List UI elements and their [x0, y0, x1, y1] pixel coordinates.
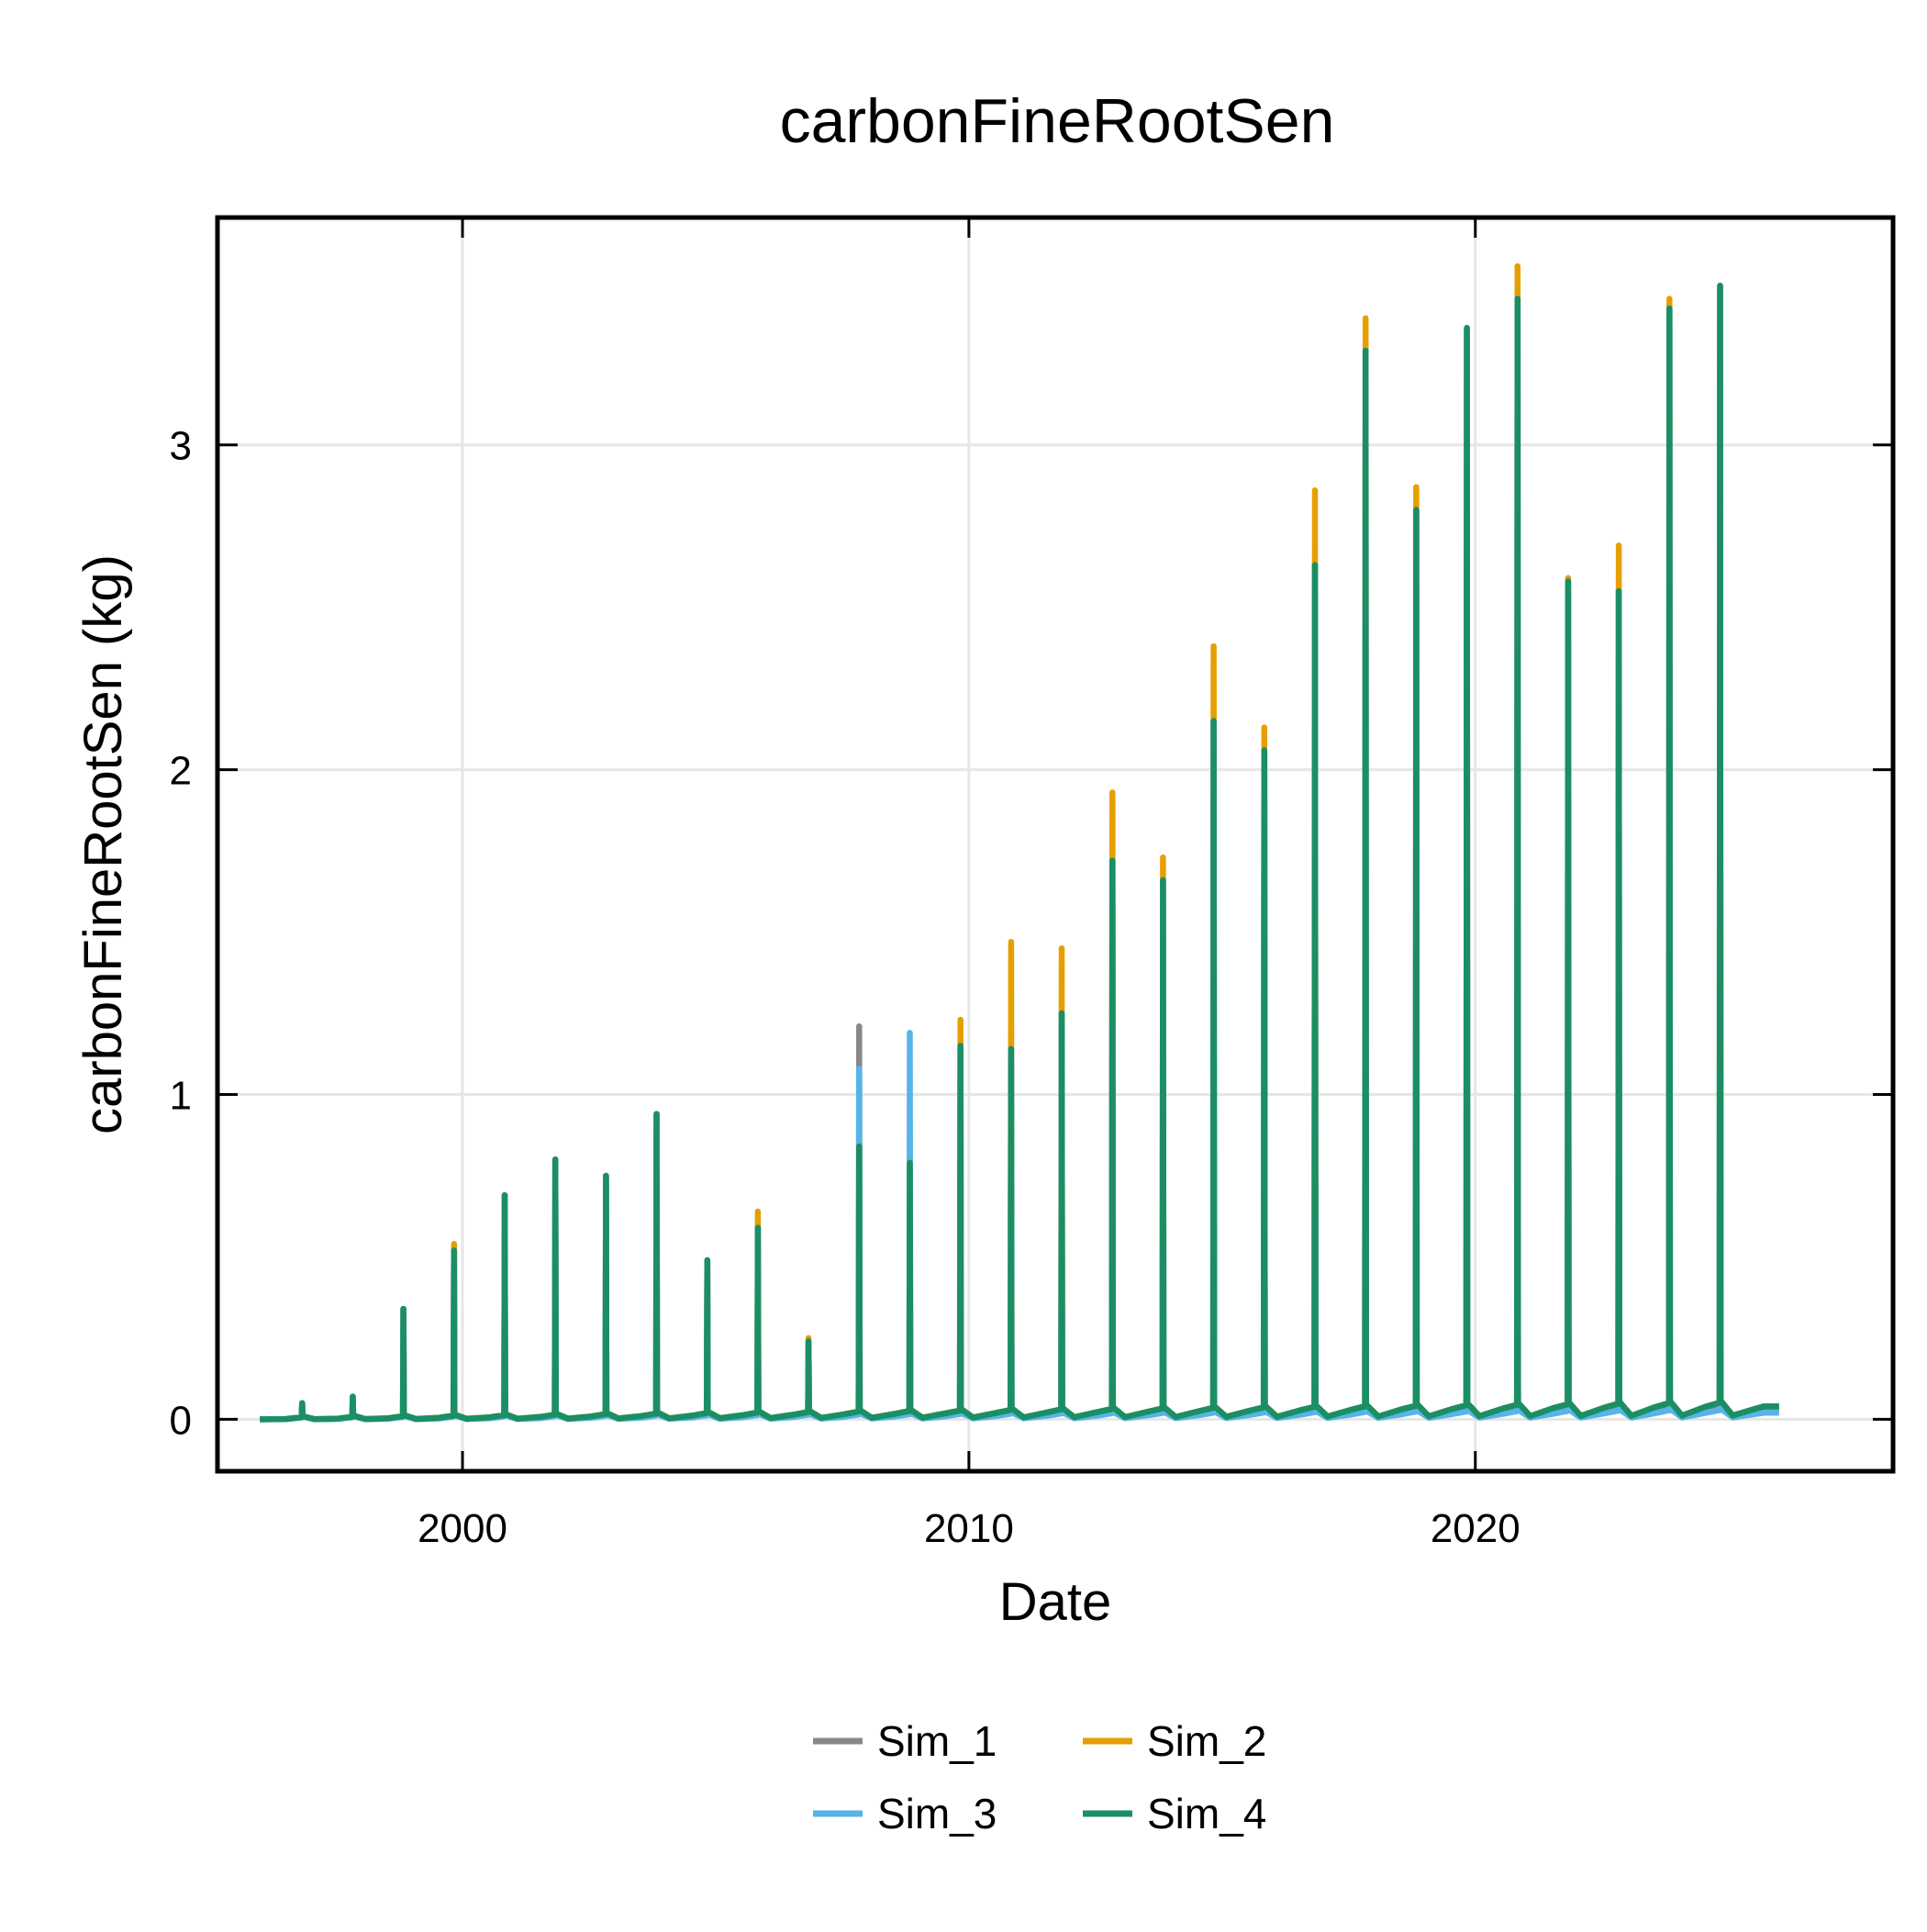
- x-tick-label: 2000: [418, 1506, 507, 1551]
- y-tick-label: 2: [170, 749, 192, 794]
- series-line-sim-4: [260, 283, 1779, 1423]
- y-tick-label: 3: [170, 424, 192, 469]
- y-tick-label: 1: [170, 1073, 192, 1118]
- x-tick-label: 2020: [1431, 1506, 1520, 1551]
- tick-labels: 2000 2010 2020 0 1 2 3: [170, 424, 1520, 1551]
- legend-label-sim-3: Sim_3: [877, 1790, 997, 1837]
- y-axis-label: carbonFineRootSen (kg): [73, 554, 133, 1134]
- legend: Sim_1 Sim_2 Sim_3 Sim_4: [813, 1717, 1266, 1837]
- x-axis-label: Date: [999, 1572, 1112, 1632]
- legend-label-sim-2: Sim_2: [1147, 1717, 1266, 1765]
- plot-frame: [215, 215, 1896, 1474]
- y-tick-label: 0: [170, 1398, 192, 1443]
- chart-title: carbonFineRootSen: [780, 86, 1335, 156]
- legend-label-sim-4: Sim_4: [1147, 1790, 1266, 1837]
- plot-series: [260, 262, 1779, 1423]
- x-tick-label: 2010: [924, 1506, 1014, 1551]
- axis-ticks: [217, 218, 1893, 1471]
- legend-label-sim-1: Sim_1: [877, 1717, 997, 1765]
